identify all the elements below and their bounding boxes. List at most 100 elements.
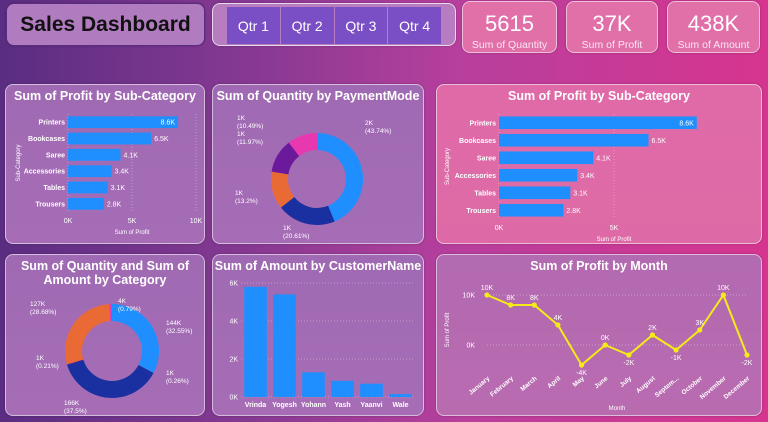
category-donut: 144K(32.55%)1K(0.26%)166K(37.5%)1K(0.21%… bbox=[30, 298, 192, 415]
data-point[interactable] bbox=[649, 332, 656, 338]
kpi-profit-label: Sum of Profit bbox=[581, 39, 643, 51]
bar[interactable] bbox=[68, 132, 152, 145]
x-tick-label: 0K bbox=[495, 225, 504, 232]
bar[interactable] bbox=[68, 116, 179, 129]
y-tick-label: 0K bbox=[229, 395, 238, 402]
category-label: Accessories bbox=[455, 173, 496, 180]
data-label: 10K bbox=[717, 285, 730, 292]
slicer-qtr-3[interactable]: Qtr 3 bbox=[334, 7, 389, 44]
donut-slice[interactable] bbox=[271, 171, 295, 208]
bar[interactable] bbox=[68, 181, 108, 194]
bar[interactable] bbox=[499, 168, 578, 182]
chart-title: Sum of Quantity by PaymentMode bbox=[216, 89, 420, 103]
data-label: 6.5K bbox=[652, 138, 667, 145]
bar[interactable] bbox=[68, 197, 104, 210]
data-label: 2.8K bbox=[566, 208, 581, 215]
x-tick-label: Yash bbox=[334, 402, 350, 409]
bar[interactable] bbox=[499, 116, 697, 130]
category-label: Printers bbox=[470, 120, 497, 127]
donut-slice[interactable] bbox=[67, 359, 154, 398]
category-label: Trousers bbox=[35, 201, 65, 208]
data-point[interactable] bbox=[744, 352, 750, 358]
bar[interactable] bbox=[273, 294, 296, 397]
data-point[interactable] bbox=[697, 327, 703, 333]
data-label-percent: (0.21%) bbox=[36, 363, 59, 370]
donut-slice[interactable] bbox=[65, 304, 111, 365]
kpi-quantity-label: Sum of Quantity bbox=[471, 39, 548, 51]
data-label-percent: (43.74%) bbox=[365, 128, 391, 135]
y-tick-label: 10K bbox=[463, 293, 476, 300]
x-tick-label: 0K bbox=[64, 218, 73, 225]
donut-slice[interactable] bbox=[288, 133, 317, 157]
bar[interactable] bbox=[244, 286, 267, 397]
slicer-qtr-4[interactable]: Qtr 4 bbox=[388, 7, 441, 44]
donut-slice[interactable] bbox=[271, 142, 300, 175]
data-label: -2K bbox=[623, 360, 634, 367]
chart-title: Sum of Profit by Sub-Category bbox=[508, 89, 690, 103]
data-label-value: 1K bbox=[166, 370, 175, 377]
x-tick-label: 5K bbox=[128, 218, 137, 225]
bar[interactable] bbox=[499, 203, 564, 217]
category-label: Tables bbox=[43, 185, 65, 192]
data-label: 8.6K bbox=[679, 120, 694, 127]
data-label-value: 1K bbox=[237, 131, 246, 138]
slicer-qtr-1[interactable]: Qtr 1 bbox=[227, 7, 281, 44]
x-axis-title: Sum of Profit bbox=[115, 230, 150, 236]
data-label-percent: (13.2%) bbox=[235, 198, 258, 205]
bar[interactable] bbox=[499, 133, 649, 147]
data-point[interactable] bbox=[673, 347, 679, 353]
kpi-amount-value: 438K bbox=[687, 11, 740, 36]
data-label: 8K bbox=[530, 295, 539, 302]
data-label: -2K bbox=[742, 360, 753, 367]
kpi-quantity-value: 5615 bbox=[485, 11, 534, 36]
kpi-profit-card: 37K Sum of Profit bbox=[566, 1, 658, 53]
slicer-qtr-2[interactable]: Qtr 2 bbox=[280, 7, 335, 44]
data-label-value: 1K bbox=[237, 115, 246, 122]
kpi-amount-card: 438K Sum of Amount bbox=[667, 1, 760, 53]
donut-slice[interactable] bbox=[109, 304, 112, 322]
donut-slice[interactable] bbox=[112, 304, 159, 373]
bar[interactable] bbox=[389, 394, 412, 397]
data-point[interactable] bbox=[484, 292, 490, 298]
data-label: 0K bbox=[601, 335, 610, 342]
bar[interactable] bbox=[302, 372, 325, 397]
y-axis-title: Sub-Category bbox=[445, 148, 451, 185]
kpi-quantity-card: 5615 Sum of Quantity bbox=[462, 1, 557, 53]
data-label-percent: (20.61%) bbox=[283, 233, 309, 240]
bar[interactable] bbox=[331, 380, 354, 397]
data-point[interactable] bbox=[555, 322, 561, 328]
month-card: Sum of Profit by Month 0K 10K 10K January 8K… bbox=[436, 254, 762, 416]
data-label-percent: (37.5%) bbox=[64, 408, 87, 415]
bar[interactable] bbox=[499, 186, 571, 200]
x-tick-label: Yohann bbox=[301, 402, 326, 409]
data-label-percent: (32.55%) bbox=[166, 328, 192, 335]
data-label: 4K bbox=[554, 315, 563, 322]
category-label: Saree bbox=[477, 155, 496, 162]
bar[interactable] bbox=[68, 165, 112, 178]
data-point[interactable] bbox=[602, 342, 608, 348]
bar[interactable] bbox=[360, 383, 383, 397]
data-point[interactable] bbox=[508, 302, 514, 308]
bar[interactable] bbox=[68, 148, 121, 161]
bar[interactable] bbox=[499, 151, 594, 165]
category-label: Saree bbox=[46, 152, 65, 159]
data-point[interactable] bbox=[626, 352, 632, 358]
customer-card: Sum of Amount by CustomerName 0K 2K 4K 6K Vr… bbox=[212, 254, 424, 416]
donut-slice[interactable] bbox=[138, 364, 154, 373]
donut-slice[interactable] bbox=[280, 196, 335, 225]
data-label-percent: (0.26%) bbox=[166, 378, 189, 385]
data-point[interactable] bbox=[531, 302, 537, 308]
data-label: -1K bbox=[671, 355, 682, 362]
donut-slice[interactable] bbox=[317, 133, 363, 222]
data-label: 10K bbox=[481, 285, 494, 292]
data-label: 6.5K bbox=[154, 136, 169, 143]
payment-mode-card: Sum of Quantity by PaymentMode 2K (43.74%… bbox=[212, 84, 424, 244]
x-tick-label: 5K bbox=[610, 225, 619, 232]
donut-slice[interactable] bbox=[66, 359, 84, 365]
data-label-value: 2K bbox=[365, 120, 374, 127]
data-label: 2K bbox=[648, 325, 657, 332]
data-point[interactable] bbox=[720, 292, 726, 298]
data-point[interactable] bbox=[578, 362, 585, 368]
x-tick-label: Wale bbox=[392, 402, 408, 409]
data-label: 3K bbox=[695, 320, 704, 327]
